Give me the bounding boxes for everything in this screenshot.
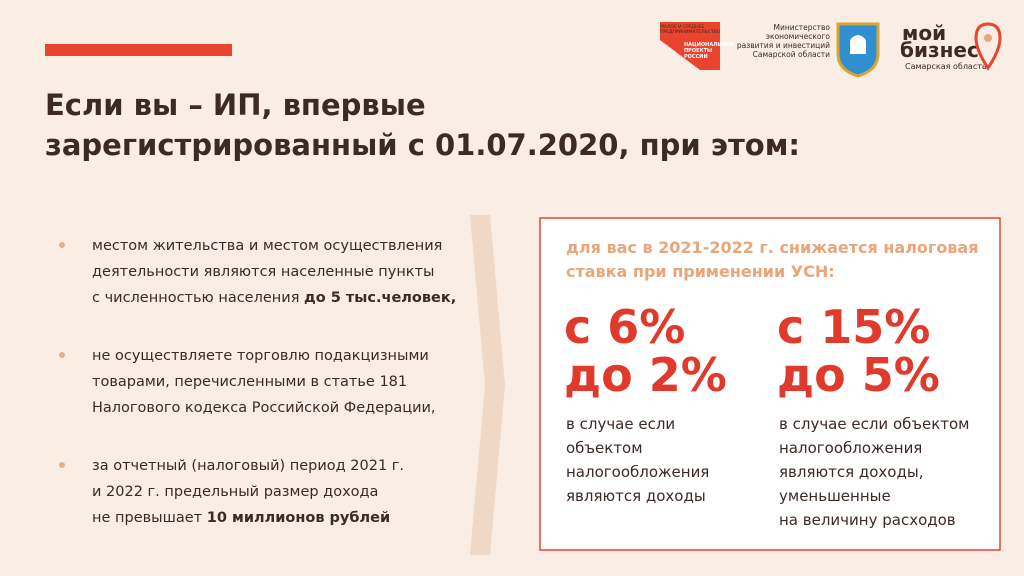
bullet-line: за отчетный (налоговый) период 2021 г.: [92, 458, 404, 474]
bullet-line: не осуществляете торговлю подакцизными: [92, 348, 429, 364]
bullet-line: Налогового кодекса Российской Федерации,: [92, 400, 436, 416]
bullet-text: не осуществляете торговлю подакцизными: [92, 348, 429, 364]
bullet-text: за отчетный (налоговый) период 2021 г.: [92, 458, 404, 474]
bullet-text: деятельности являются населенные пункты: [92, 264, 434, 280]
bullet-line: местом жительства и местом осуществления: [92, 238, 442, 254]
box-heading: для вас в 2021-2022 г. снижается налогов…: [566, 238, 978, 257]
bullet-dot: [59, 352, 65, 358]
bullet-dot: [59, 242, 65, 248]
box-heading: ставка при применении УСН:: [566, 262, 835, 281]
title-line: зарегистрированный с 01.07.2020, при это…: [45, 128, 800, 162]
ministry-text: экономического: [766, 32, 830, 41]
rate-text: до 2%: [564, 348, 727, 402]
logo-text: НАЦИОНАЛЬНЫЕ: [684, 42, 735, 48]
bullet-text: товарами, перечисленными в статье 181: [92, 374, 407, 390]
logo-text: МАЛОЕ И СРЕДНЕЕ: [660, 24, 704, 30]
bullet-line: и 2022 г. предельный размер дохода: [92, 484, 378, 500]
logo-text: РОССИИ: [684, 54, 708, 60]
accent-bar: [45, 44, 232, 56]
rate-text: до 5%: [777, 348, 940, 402]
ministry-text: Министерство: [774, 23, 831, 32]
bullet-dot: [59, 462, 65, 468]
bullet-bold: 10 миллионов рублей: [207, 510, 390, 526]
note-text: налогообложения: [566, 463, 709, 481]
brand-text: мой: [902, 21, 946, 45]
note-text: являются доходы,: [779, 463, 923, 481]
bullet-line: с численностью населения до 5 тыс.челове…: [92, 290, 456, 306]
bullet-text: местом жительства и местом осуществления: [92, 238, 442, 254]
brand-logo: мой бизнес Самарская область: [900, 21, 1002, 71]
bullet-bold: до 5 тыс.человек,: [304, 290, 456, 306]
bullet-text: с численностью населения: [92, 290, 304, 306]
ministry-text: Самарской области: [753, 50, 830, 59]
title-line: Если вы – ИП, впервые: [45, 88, 426, 122]
rate-text: с 6%: [564, 300, 685, 354]
bullet-text: и 2022 г. предельный размер дохода: [92, 484, 378, 500]
brand-text: бизнес: [900, 38, 979, 62]
note-text: в случае если: [566, 415, 675, 433]
bullet-text: не превышает: [92, 510, 207, 526]
logo-text: ПРОЕКТЫ: [684, 48, 712, 54]
bullet-text: Налогового кодекса Российской Федерации,: [92, 400, 436, 416]
note-text: в случае если объектом: [779, 415, 970, 433]
note-text: налогообложения: [779, 439, 922, 457]
bullet-line: не превышает 10 миллионов рублей: [92, 510, 390, 526]
note-text: уменьшенные: [779, 487, 891, 505]
logo-text: ПРЕДПРИНИМАТЕЛЬСТВО: [660, 29, 721, 35]
bullet-line: товарами, перечисленными в статье 181: [92, 374, 407, 390]
brand-region: Самарская область: [905, 62, 987, 71]
note-text: на величину расходов: [779, 511, 956, 529]
highlight-box: [539, 217, 1001, 551]
note-text: являются доходы: [566, 487, 706, 505]
chevron: [470, 215, 505, 555]
bullet-line: деятельности являются населенные пункты: [92, 264, 434, 280]
ministry-text: развития и инвестиций: [737, 41, 830, 50]
note-text: объектом: [566, 439, 643, 457]
logo-national-projects: МАЛОЕ И СРЕДНЕЕ ПРЕДПРИНИМАТЕЛЬСТВО НАЦИ…: [660, 22, 735, 70]
rate-text: с 15%: [777, 300, 930, 354]
